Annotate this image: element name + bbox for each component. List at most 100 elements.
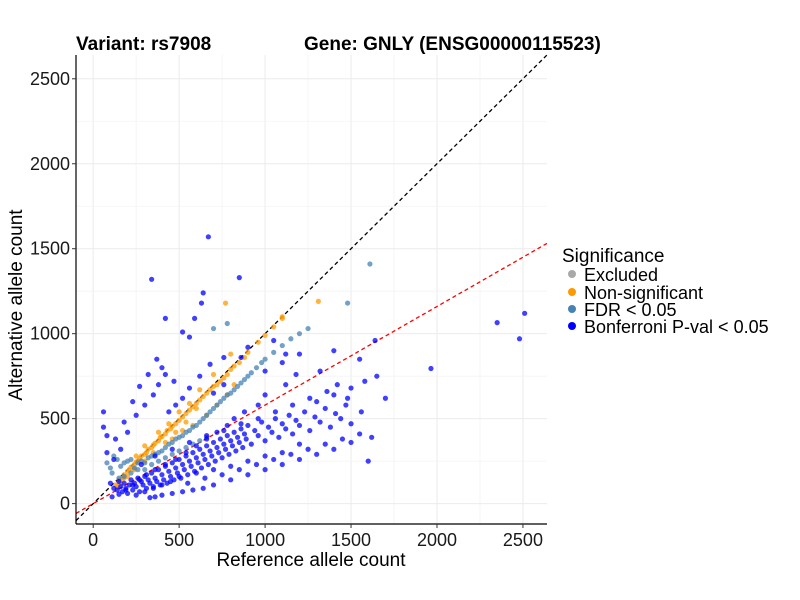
point-fdr-0-05 <box>248 370 254 376</box>
point-bonferroni-p-val-0-05 <box>348 421 354 427</box>
point-non-significant <box>166 421 172 427</box>
point-bonferroni-p-val-0-05 <box>193 455 199 461</box>
legend-label-fdr: FDR < 0.05 <box>584 300 677 320</box>
point-bonferroni-p-val-0-05 <box>197 446 203 452</box>
point-bonferroni-p-val-0-05 <box>195 460 201 466</box>
point-fdr-0-05 <box>253 365 260 371</box>
point-fdr-0-05 <box>200 416 206 422</box>
point-bonferroni-p-val-0-05 <box>283 382 289 388</box>
point-bonferroni-p-val-0-05 <box>241 409 248 415</box>
point-bonferroni-p-val-0-05 <box>212 458 218 464</box>
legend-swatch-bonferroni <box>568 322 576 330</box>
chart-title-gene: Gene: GNLY (ENSG00000115523) <box>304 34 601 55</box>
point-bonferroni-p-val-0-05 <box>228 463 234 469</box>
point-non-significant <box>236 359 242 366</box>
point-bonferroni-p-val-0-05 <box>248 441 254 447</box>
point-bonferroni-p-val-0-05 <box>365 458 371 464</box>
point-bonferroni-p-val-0-05 <box>173 456 179 463</box>
point-bonferroni-p-val-0-05 <box>100 409 107 415</box>
point-fdr-0-05 <box>197 419 203 425</box>
point-non-significant <box>183 410 189 417</box>
point-bonferroni-p-val-0-05 <box>152 453 158 459</box>
point-bonferroni-p-val-0-05 <box>204 433 210 439</box>
point-bonferroni-p-val-0-05 <box>145 371 151 378</box>
point-bonferroni-p-val-0-05 <box>259 419 265 425</box>
point-bonferroni-p-val-0-05 <box>137 489 143 495</box>
point-bonferroni-p-val-0-05 <box>245 422 251 429</box>
point-bonferroni-p-val-0-05 <box>279 421 285 427</box>
point-bonferroni-p-val-0-05 <box>209 453 215 459</box>
point-bonferroni-p-val-0-05 <box>245 472 251 478</box>
point-bonferroni-p-val-0-05 <box>331 446 337 452</box>
point-fdr-0-05 <box>221 395 227 401</box>
point-bonferroni-p-val-0-05 <box>289 431 296 437</box>
point-bonferroni-p-val-0-05 <box>123 487 129 493</box>
point-bonferroni-p-val-0-05 <box>162 461 168 468</box>
point-bonferroni-p-val-0-05 <box>130 399 136 405</box>
y-axis-label: Alternative allele count <box>6 209 27 401</box>
point-bonferroni-p-val-0-05 <box>322 405 328 412</box>
reference-lines <box>75 54 548 522</box>
point-bonferroni-p-val-0-05 <box>179 489 186 495</box>
point-bonferroni-p-val-0-05 <box>169 490 175 497</box>
point-bonferroni-p-val-0-05 <box>162 371 168 378</box>
point-bonferroni-p-val-0-05 <box>193 443 199 449</box>
point-bonferroni-p-val-0-05 <box>179 461 186 468</box>
point-bonferroni-p-val-0-05 <box>200 290 206 296</box>
point-fdr-0-05 <box>204 412 210 418</box>
point-bonferroni-p-val-0-05 <box>193 470 199 476</box>
point-fdr-0-05 <box>176 448 182 454</box>
point-bonferroni-p-val-0-05 <box>312 414 318 420</box>
point-non-significant <box>197 397 203 403</box>
point-fdr-0-05 <box>142 467 148 473</box>
point-bonferroni-p-val-0-05 <box>204 443 210 449</box>
point-bonferroni-p-val-0-05 <box>307 427 313 434</box>
legend-item-excluded: Excluded <box>568 265 658 285</box>
chart-title-variant: Variant: rs7908 <box>76 34 211 55</box>
point-fdr-0-05 <box>197 438 203 444</box>
point-bonferroni-p-val-0-05 <box>241 431 248 437</box>
point-bonferroni-p-val-0-05 <box>288 451 294 457</box>
point-bonferroni-p-val-0-05 <box>224 433 230 439</box>
point-bonferroni-p-val-0-05 <box>372 337 378 344</box>
point-bonferroni-p-val-0-05 <box>262 467 268 473</box>
point-non-significant <box>179 414 186 420</box>
point-bonferroni-p-val-0-05 <box>166 409 172 415</box>
y-tick-label: 500 <box>40 409 70 429</box>
point-fdr-0-05 <box>169 439 175 446</box>
x-tick-label: 0 <box>88 530 98 550</box>
point-bonferroni-p-val-0-05 <box>198 465 205 471</box>
point-bonferroni-p-val-0-05 <box>272 409 279 415</box>
point-bonferroni-p-val-0-05 <box>221 427 227 434</box>
point-bonferroni-p-val-0-05 <box>150 392 156 398</box>
point-fdr-0-05 <box>238 380 244 386</box>
point-bonferroni-p-val-0-05 <box>516 336 523 342</box>
point-bonferroni-p-val-0-05 <box>233 448 239 454</box>
point-bonferroni-p-val-0-05 <box>314 451 320 457</box>
point-bonferroni-p-val-0-05 <box>262 392 268 398</box>
point-bonferroni-p-val-0-05 <box>207 448 213 454</box>
point-non-significant <box>193 405 199 412</box>
point-bonferroni-p-val-0-05 <box>133 412 139 418</box>
point-bonferroni-p-val-0-05 <box>149 470 155 476</box>
point-bonferroni-p-val-0-05 <box>226 451 232 457</box>
point-non-significant <box>228 351 234 357</box>
point-fdr-0-05 <box>128 456 134 463</box>
x-axis-label: Reference allele count <box>216 550 406 571</box>
point-fdr-0-05 <box>210 405 217 412</box>
point-bonferroni-p-val-0-05 <box>179 329 186 335</box>
legend-swatch-excluded <box>568 270 576 278</box>
point-non-significant <box>173 421 179 427</box>
point-non-significant <box>193 400 199 406</box>
point-bonferroni-p-val-0-05 <box>183 450 189 456</box>
point-fdr-0-05 <box>179 433 186 439</box>
point-bonferroni-p-val-0-05 <box>111 456 117 463</box>
point-bonferroni-p-val-0-05 <box>228 477 234 483</box>
grid <box>76 55 547 524</box>
point-bonferroni-p-val-0-05 <box>167 473 174 480</box>
point-non-significant <box>142 443 148 449</box>
legend-title: Significance <box>562 246 664 267</box>
point-bonferroni-p-val-0-05 <box>186 334 193 340</box>
point-bonferroni-p-val-0-05 <box>265 424 272 430</box>
point-bonferroni-p-val-0-05 <box>238 426 244 432</box>
